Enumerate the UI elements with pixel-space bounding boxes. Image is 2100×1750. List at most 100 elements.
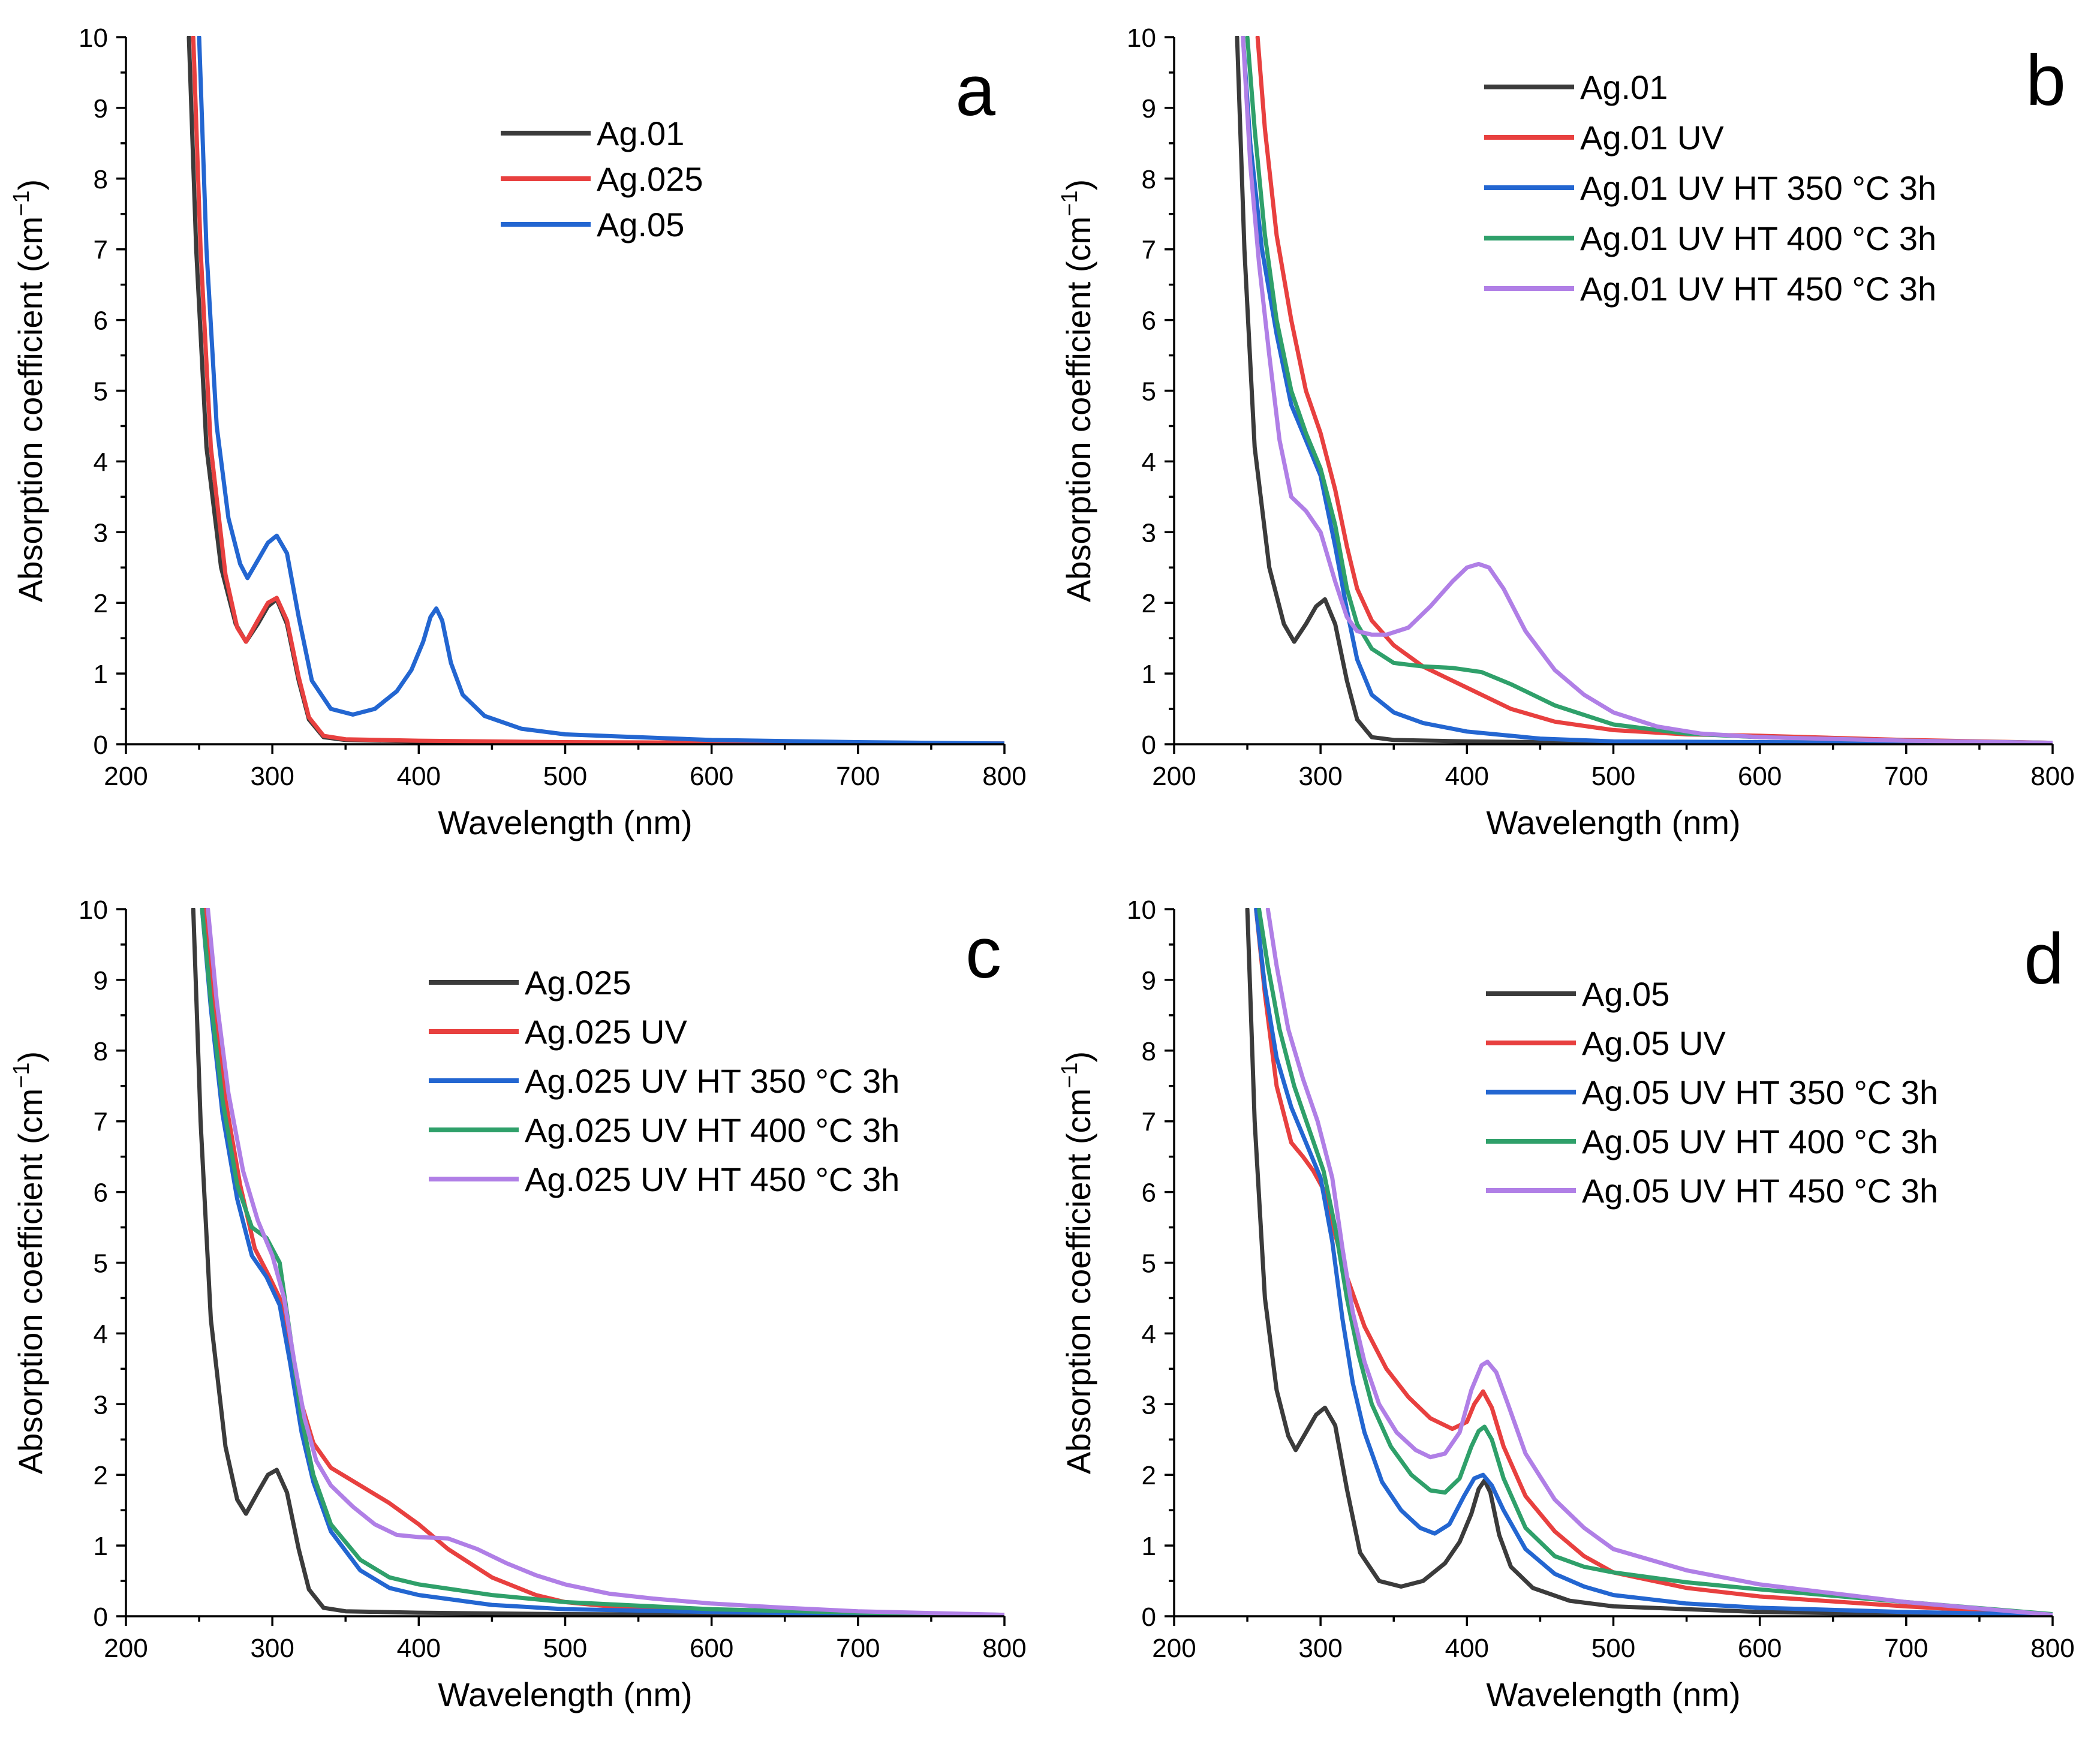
y-tick-label: 5 bbox=[94, 377, 108, 407]
chart-panel-b: 200 300 400 500 600 700 800 0 1 2 3 4 5 6 7 8 9 10 Wavelen… bbox=[1057, 23, 2075, 841]
y-tick-label: 4 bbox=[94, 1319, 108, 1349]
y-tick-label: 2 bbox=[94, 589, 108, 618]
x-tick-label: 400 bbox=[397, 762, 441, 791]
y-axis-title-text: Absorption coefficient (cm bbox=[11, 217, 49, 602]
y-axis-title-suffix: ) bbox=[1060, 179, 1097, 191]
series-line-1 bbox=[191, 908, 1004, 1616]
y-axis-title-superscript: −1 bbox=[1057, 1063, 1082, 1089]
y-tick-label: 9 bbox=[94, 94, 108, 124]
x-tick-label: 700 bbox=[1884, 1634, 1928, 1663]
legend-label: Ag.05 bbox=[1582, 975, 1669, 1013]
legend-label: Ag.025 UV bbox=[525, 1013, 687, 1051]
series-line-5 bbox=[1265, 908, 2053, 1616]
y-tick-label: 0 bbox=[94, 1602, 108, 1632]
legend-label: Ag.01 UV HT 400 °C 3h bbox=[1580, 219, 1936, 257]
series-line-2 bbox=[1254, 908, 2053, 1616]
series-line-5 bbox=[1241, 36, 2053, 744]
legend-label: Ag.025 bbox=[597, 160, 703, 198]
y-tick-label: 3 bbox=[1142, 518, 1156, 548]
x-tick-label: 700 bbox=[1884, 762, 1928, 791]
y-tick-label: 10 bbox=[1127, 895, 1156, 925]
y-tick-label: 2 bbox=[1142, 1461, 1156, 1490]
y-tick-label: 10 bbox=[1127, 23, 1156, 53]
x-tick-label: 300 bbox=[1298, 762, 1342, 791]
legend-label: Ag.05 UV HT 400 °C 3h bbox=[1582, 1123, 1938, 1160]
x-tick-label: 300 bbox=[1298, 1634, 1342, 1663]
legend-label: Ag.01 bbox=[1580, 68, 1668, 106]
x-axis-title: Wavelength (nm) bbox=[438, 1676, 692, 1713]
x-tick-label: 600 bbox=[1738, 1634, 1782, 1663]
x-tick-label: 200 bbox=[1152, 762, 1196, 791]
series-line-3 bbox=[200, 908, 1004, 1616]
chart-panel-c: 200 300 400 500 600 700 800 0 1 2 3 4 5 6 7 8 9 10 Wavelen… bbox=[9, 895, 1027, 1713]
series-line-3 bbox=[1254, 908, 2053, 1616]
panel-letter: a bbox=[955, 50, 995, 131]
y-tick-label: 3 bbox=[94, 518, 108, 548]
y-tick-label: 8 bbox=[94, 165, 108, 194]
x-tick-label: 600 bbox=[690, 1634, 733, 1663]
y-tick-label: 0 bbox=[1142, 1602, 1156, 1632]
series-line-4 bbox=[200, 908, 1004, 1616]
y-tick-label: 1 bbox=[94, 660, 108, 689]
series-line-2 bbox=[191, 36, 1004, 744]
y-axis-title-superscript: −1 bbox=[9, 191, 34, 217]
y-axis-title-text: Absorption coefficient (cm bbox=[1060, 217, 1097, 602]
y-tick-label: 7 bbox=[1142, 236, 1156, 265]
y-tick-label: 6 bbox=[1142, 306, 1156, 336]
y-tick-label: 5 bbox=[1142, 377, 1156, 407]
y-axis-title: Absorption coefficient (cm−1) bbox=[9, 179, 49, 602]
legend-label: Ag.05 UV HT 450 °C 3h bbox=[1582, 1172, 1938, 1210]
x-axis-title: Wavelength (nm) bbox=[1486, 804, 1740, 841]
x-tick-label: 400 bbox=[1445, 762, 1489, 791]
chart-panel-a: 200 300 400 500 600 700 800 0 1 2 3 4 5 6 7 8 9 10 Wavelen… bbox=[9, 23, 1027, 841]
legend: Ag.01 Ag.025 Ag.05 bbox=[501, 115, 703, 243]
x-tick-label: 200 bbox=[1152, 1634, 1196, 1663]
y-tick-label: 4 bbox=[1142, 447, 1156, 477]
series-line-3 bbox=[197, 36, 1004, 744]
x-tick-label: 500 bbox=[543, 762, 587, 791]
y-tick-label: 2 bbox=[94, 1461, 108, 1490]
legend-label: Ag.05 UV HT 350 °C 3h bbox=[1582, 1074, 1938, 1111]
x-tick-label: 700 bbox=[836, 1634, 880, 1663]
x-tick-label: 500 bbox=[1591, 1634, 1635, 1663]
legend-label: Ag.025 UV HT 450 °C 3h bbox=[525, 1160, 899, 1198]
y-tick-label: 0 bbox=[1142, 730, 1156, 760]
y-axis-title-superscript: −1 bbox=[9, 1063, 34, 1089]
legend-label: Ag.025 UV HT 350 °C 3h bbox=[525, 1062, 899, 1100]
series-line-1 bbox=[1245, 908, 2053, 1616]
y-tick-label: 7 bbox=[94, 1108, 108, 1137]
legend-label: Ag.01 UV bbox=[1580, 119, 1724, 157]
x-tick-label: 800 bbox=[982, 1634, 1026, 1663]
y-axis-title-text: Absorption coefficient (cm bbox=[1060, 1089, 1097, 1474]
legend: Ag.05 Ag.05 UV Ag.05 UV HT 350 °C 3h Ag.05 … bbox=[1486, 975, 1938, 1210]
y-tick-label: 8 bbox=[1142, 165, 1156, 194]
panel-letter: d bbox=[2024, 919, 2064, 999]
series-line-4 bbox=[1245, 36, 2053, 744]
x-tick-label: 500 bbox=[543, 1634, 587, 1663]
y-axis-title-superscript: −1 bbox=[1057, 191, 1082, 217]
legend-label: Ag.01 UV HT 450 °C 3h bbox=[1580, 270, 1936, 308]
y-tick-label: 4 bbox=[1142, 1319, 1156, 1349]
x-tick-label: 300 bbox=[250, 1634, 294, 1663]
y-tick-label: 3 bbox=[1142, 1390, 1156, 1420]
y-tick-label: 1 bbox=[94, 1532, 108, 1561]
x-tick-label: 800 bbox=[982, 762, 1026, 791]
x-tick-label: 200 bbox=[104, 1634, 148, 1663]
y-tick-label: 6 bbox=[94, 306, 108, 336]
plot-area bbox=[186, 36, 1004, 744]
legend-label: Ag.025 bbox=[525, 964, 631, 1002]
y-tick-label: 5 bbox=[1142, 1249, 1156, 1279]
series-line-5 bbox=[206, 908, 1004, 1616]
legend: Ag.01 Ag.01 UV Ag.01 UV HT 350 °C 3h Ag.01 … bbox=[1484, 68, 1936, 308]
panel-letter: c bbox=[965, 913, 1001, 993]
y-axis-title-suffix: ) bbox=[11, 179, 49, 191]
y-tick-label: 7 bbox=[1142, 1108, 1156, 1137]
y-tick-label: 7 bbox=[94, 236, 108, 265]
y-tick-label: 6 bbox=[94, 1178, 108, 1208]
y-tick-label: 1 bbox=[1142, 1532, 1156, 1561]
x-tick-label: 700 bbox=[836, 762, 880, 791]
y-tick-label: 8 bbox=[94, 1037, 108, 1066]
y-tick-label: 8 bbox=[1142, 1037, 1156, 1066]
